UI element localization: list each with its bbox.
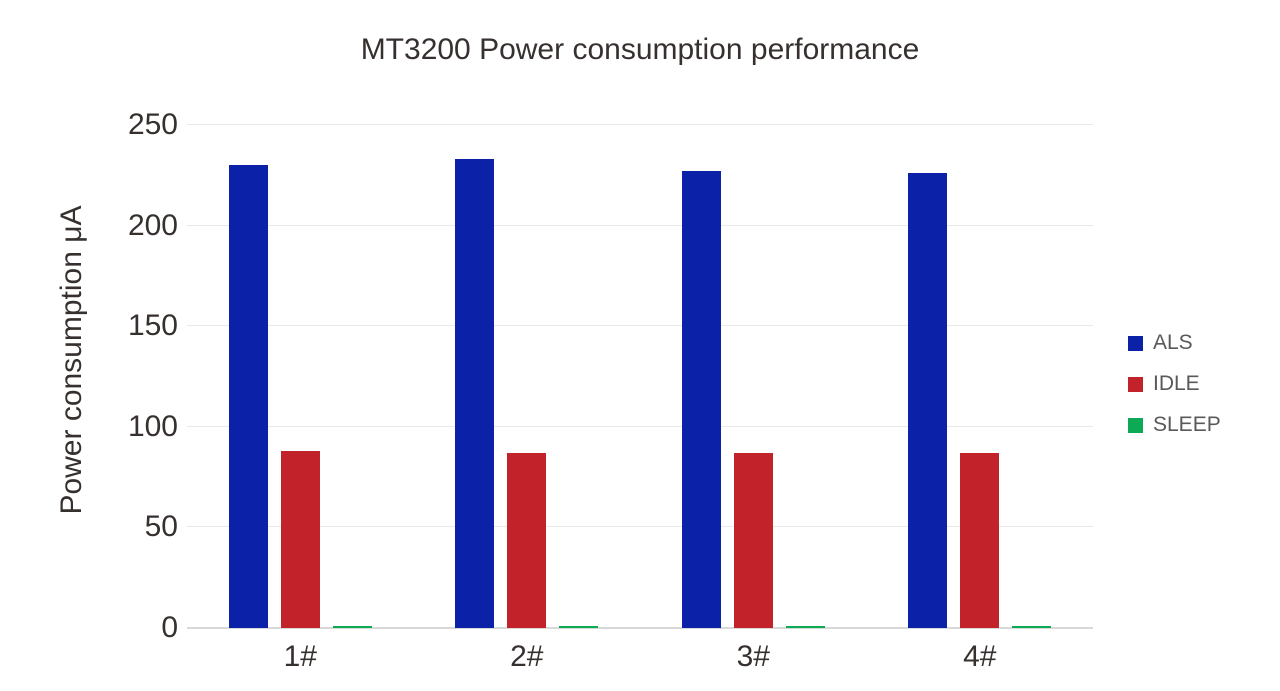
bar-group-4 [867,125,1094,628]
y-axis-tick-labels: 0 50 100 150 200 250 [0,110,178,643]
bar-sleep-3 [785,626,825,628]
y-tick-label-100: 100 [127,409,178,443]
chart-title: MT3200 Power consumption performance [360,33,920,66]
bar-als-1 [228,165,268,628]
x-axis-label-4: 4# [963,640,997,673]
bar-als-3 [681,171,721,628]
y-tick-label-0: 0 [161,611,178,644]
legend-swatch-idle [1128,376,1143,392]
legend: ALS IDLE SLEEP [1128,332,1221,436]
legend-item-idle: IDLE [1128,373,1221,395]
bar-group-2 [414,125,641,628]
x-axis-label-3: 3# [736,640,770,673]
gridline-250 [187,124,1093,125]
legend-swatch-als [1128,335,1143,351]
x-axis-label-2: 2# [510,640,544,673]
y-tick-label-50: 50 [144,510,178,544]
gridline-150 [187,325,1093,327]
gridline-50 [187,526,1093,528]
plot-area [187,124,1093,629]
legend-swatch-sleep [1128,417,1143,433]
bar-sleep-1 [332,626,372,628]
bar-idle-1 [280,450,320,628]
gridline-200 [187,224,1093,226]
y-tick-label-200: 200 [127,208,178,242]
x-axis-line [187,627,1093,629]
legend-label-idle: IDLE [1153,372,1200,395]
y-tick-label-250: 250 [127,108,178,141]
bar-als-2 [455,159,495,628]
legend-item-sleep: SLEEP [1128,414,1221,436]
legend-label-als: ALS [1153,331,1193,354]
legend-label-sleep: SLEEP [1153,413,1221,436]
y-tick-label-150: 150 [127,309,178,343]
bar-groups [187,125,1093,628]
bar-group-1 [187,125,414,628]
bar-sleep-4 [1012,626,1052,628]
bar-als-4 [908,173,948,628]
gridline-100 [187,425,1093,427]
legend-item-als: ALS [1128,332,1221,354]
bar-group-3 [640,125,867,628]
bar-idle-2 [507,452,547,628]
bar-idle-4 [960,452,1000,628]
x-axis-label-1: 1# [283,640,317,673]
bar-idle-3 [733,452,773,628]
bar-sleep-2 [559,626,599,628]
x-axis-labels: 1# 2# 3# 4# [187,641,1093,673]
